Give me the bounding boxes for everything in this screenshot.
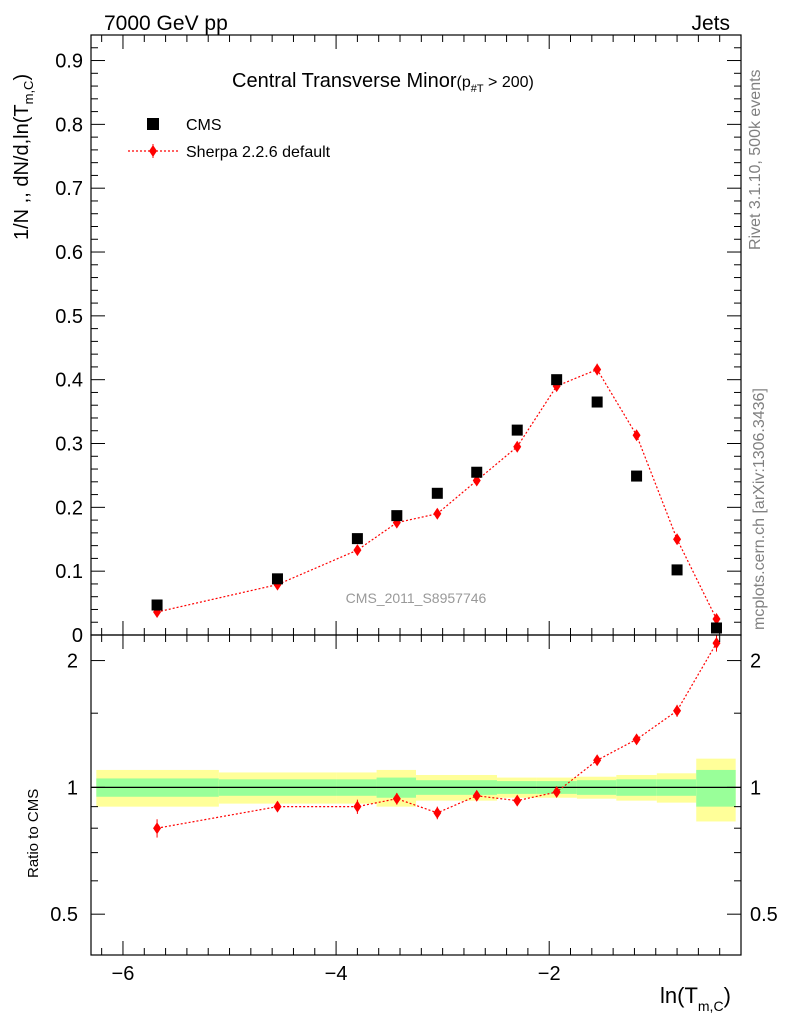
- sherpa-ratio-line: [156, 642, 718, 829]
- sherpa-main-point: [513, 440, 522, 453]
- cms-main-point: [471, 466, 483, 478]
- ratio-y-tick-label-right: 2: [750, 651, 761, 673]
- sherpa-main-point: [353, 544, 362, 557]
- sherpa-ratio-point: [632, 733, 641, 746]
- cms-main-point: [631, 470, 643, 482]
- main-y-tick-label: 0.3: [55, 434, 83, 456]
- legend-sherpa-label: Sherpa 2.2.6 default: [186, 144, 331, 161]
- ratio-ylabel: Ratio to CMS: [25, 789, 42, 878]
- ratio-y-tick-label-left: 0.5: [50, 904, 78, 926]
- axes: −6 −4 −2 0 0.1 0.2 0.3 0.4 0.5 0.6 0.7 0.8 0.9 0.5 0.5…: [50, 34, 778, 985]
- main-y-tick-label: 0: [72, 625, 83, 647]
- ratio-y-tick-label-right: 0.5: [750, 904, 778, 926]
- main-y-tick-label: 0.2: [55, 497, 83, 519]
- x-tick-label: −6: [112, 963, 135, 985]
- cms-main-point: [351, 533, 363, 545]
- main-ylabel: 1/N ,, dN/d,ln(Tm,C): [11, 74, 36, 240]
- uncertainty-bands: [96, 758, 736, 822]
- sherpa-main-line: [156, 368, 718, 620]
- sherpa-main-point: [712, 613, 721, 626]
- ratio-y-tick-label-right: 1: [750, 777, 761, 799]
- cms-main-point: [511, 424, 523, 436]
- cms-main-point: [710, 622, 722, 634]
- sherpa-ratio-point: [593, 754, 602, 767]
- x-axis-label: ln(Tm,C): [660, 983, 731, 1014]
- main-y-tick-label: 0.4: [55, 370, 83, 392]
- main-y-tick-label: 0.5: [55, 306, 83, 328]
- legend: CMS Sherpa 2.2.6 default: [128, 117, 331, 161]
- legend-cms-label: CMS: [186, 117, 222, 134]
- sherpa-ratio-point: [433, 806, 442, 819]
- sherpa-ratio-point: [552, 786, 561, 799]
- analysis-watermark: CMS_2011_S8957746: [346, 590, 487, 606]
- cms-main-point: [391, 510, 403, 522]
- cms-main-point: [431, 487, 443, 499]
- ratio-y-tick-label-left: 1: [67, 777, 78, 799]
- source-label: mcplots.cern.ch [arXiv:1306.3436]: [751, 388, 768, 630]
- main-y-tick-label: 0.8: [55, 114, 83, 136]
- x-tick-label: −2: [538, 963, 561, 985]
- sherpa-main-point: [433, 507, 442, 520]
- x-tick-label: −4: [325, 963, 348, 985]
- ratio-y-tick-label-left: 2: [67, 651, 78, 673]
- sherpa-ratio-point: [673, 704, 682, 717]
- cms-series-main: [151, 374, 722, 634]
- cms-main-point: [551, 374, 563, 386]
- ratio-plot-frame: [90, 634, 742, 956]
- main-y-tick-label: 0.6: [55, 242, 83, 264]
- cms-main-point: [151, 599, 163, 611]
- sherpa-main-point: [632, 429, 641, 442]
- chart-title: Central Transverse Minor(p#T > 200): [232, 70, 534, 95]
- legend-cms-marker: [147, 118, 159, 130]
- sherpa-series-ratio: [153, 635, 721, 838]
- sherpa-ratio-point: [472, 789, 481, 802]
- header-energy-label: 7000 GeV pp: [104, 12, 228, 35]
- legend-sherpa-marker: [149, 145, 157, 157]
- sherpa-main-point: [593, 363, 602, 376]
- sherpa-ratio-point: [513, 794, 522, 807]
- cms-main-point: [591, 396, 603, 408]
- main-y-tick-label: 0.9: [55, 51, 83, 73]
- sherpa-main-point: [673, 533, 682, 546]
- sherpa-ratio-point: [712, 637, 721, 650]
- cms-main-point: [271, 573, 283, 585]
- cms-main-point: [671, 564, 683, 576]
- sherpa-ratio-point: [392, 792, 401, 805]
- main-y-tick-label: 0.7: [55, 178, 83, 200]
- sherpa-ratio-point: [153, 822, 162, 835]
- main-y-tick-label: 0.1: [55, 561, 83, 583]
- stat-uncertainty-band: [696, 769, 736, 807]
- sherpa-ratio-point: [273, 800, 282, 813]
- header-jets-label: Jets: [691, 12, 730, 35]
- rivet-version-label: Rivet 3.1.10, 500k events: [747, 69, 764, 250]
- sherpa-ratio-point: [353, 800, 362, 813]
